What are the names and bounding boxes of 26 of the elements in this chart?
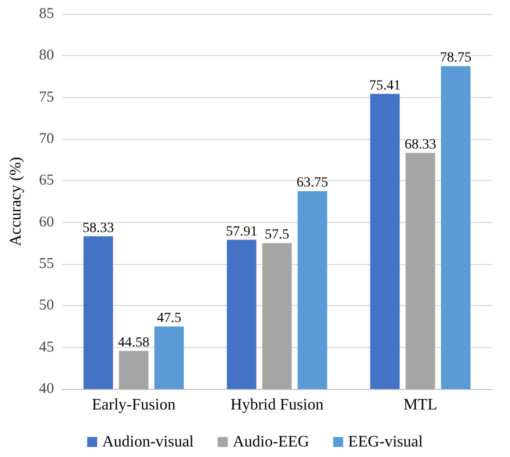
x-tick-label: MTL [403,396,438,414]
legend-label: EEG-visual [348,434,424,450]
y-tick-label: 70 [39,131,54,147]
data-label: 47.5 [156,311,182,326]
y-tick-label: 80 [39,48,54,64]
y-axis-title: Accuracy (%) [8,156,24,246]
y-tick-label: 85 [39,6,54,22]
legend-label: Audion-visual [102,434,194,450]
x-tick-label: Hybrid Fusion [230,396,324,414]
data-label: 44.58 [118,335,150,350]
data-label: 57.91 [226,224,258,240]
y-tick-label: 60 [39,214,54,230]
y-tick-label: 40 [39,381,54,397]
y-tick-label: 75 [39,89,54,106]
x-tick-label: Early-Fusion [92,396,176,414]
y-tick-label: 45 [39,339,54,356]
data-label: 75.41 [369,78,401,94]
data-label: 57.5 [264,228,290,243]
y-tick-label: 55 [39,256,54,272]
data-label: 63.75 [296,176,328,191]
legend-label: Audio-EEG [232,434,310,450]
y-tick-label: 65 [39,172,54,189]
y-tick-label: 50 [39,298,54,314]
data-label: 78.75 [440,50,472,66]
data-label: 58.33 [82,220,114,236]
data-label: 68.33 [404,137,436,152]
